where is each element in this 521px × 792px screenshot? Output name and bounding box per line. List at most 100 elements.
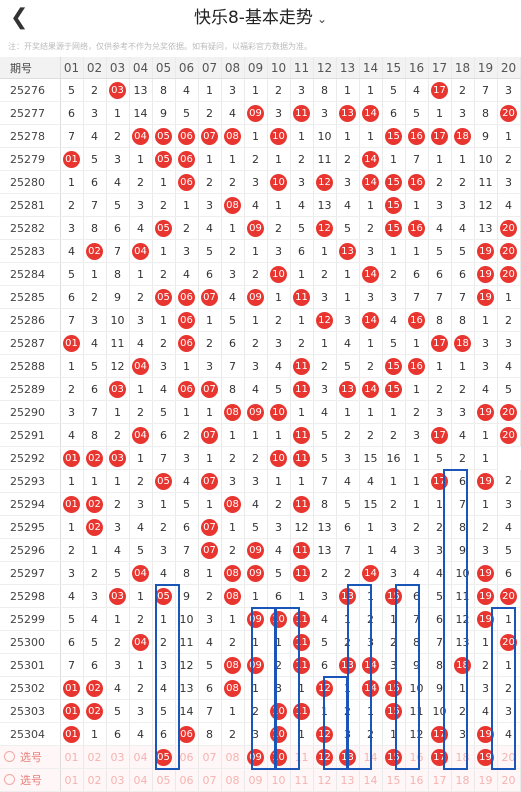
page-title[interactable]: 快乐8-基本走势 ⌄ <box>0 8 521 29</box>
selected-number-ball[interactable]: 10 <box>270 748 287 766</box>
issue-number: 25280 <box>0 170 61 194</box>
selected-number-ball[interactable]: 19 <box>477 748 494 766</box>
trend-cell: 2 <box>336 147 360 171</box>
selected-number-ball[interactable]: 12 <box>316 748 333 766</box>
select-number-15[interactable]: 15 <box>382 768 406 792</box>
drawn-number-ball: 11 <box>293 104 310 122</box>
trend-cell: 6 <box>428 262 452 286</box>
select-number-01[interactable]: 01 <box>60 745 84 769</box>
select-number-07[interactable]: 07 <box>198 745 222 769</box>
table-row: 25301 7 6 3 1 3 12 5 08 09 2 11 6 13 14 3 9 8 18 2 1 <box>0 653 521 677</box>
trend-cell: 2 <box>221 538 245 562</box>
select-number-04[interactable]: 04 <box>129 768 153 792</box>
select-number-07[interactable]: 07 <box>198 768 222 792</box>
select-row-label[interactable]: 选号 <box>0 768 61 792</box>
trend-cell: 3 <box>336 308 360 332</box>
select-number-13[interactable]: 13 <box>336 745 360 769</box>
trend-cell: 5 <box>313 630 337 654</box>
select-number-14[interactable]: 14 <box>359 768 383 792</box>
select-number-16[interactable]: 16 <box>405 745 429 769</box>
trend-cell: 3 <box>267 101 291 125</box>
select-number-06[interactable]: 06 <box>175 768 199 792</box>
select-number-18[interactable]: 18 <box>451 768 475 792</box>
selected-number-ball[interactable]: 13 <box>339 748 356 766</box>
trend-cell: 4 <box>83 331 107 355</box>
select-number-06[interactable]: 06 <box>175 745 199 769</box>
trend-cell: 1 <box>267 423 291 447</box>
trend-cell: 2 <box>106 630 130 654</box>
trend-cell: 1 <box>474 630 498 654</box>
select-number-14[interactable]: 14 <box>359 745 383 769</box>
select-number-03[interactable]: 03 <box>106 768 130 792</box>
selected-number-ball[interactable]: 05 <box>155 748 172 766</box>
trend-cell: 1 <box>290 469 314 493</box>
select-number-08[interactable]: 08 <box>221 768 245 792</box>
trend-cell: 1 <box>382 607 406 631</box>
radio-circle-icon[interactable] <box>4 751 15 762</box>
select-number-05[interactable]: 05 <box>152 745 176 769</box>
trend-cell: 1 <box>244 78 268 102</box>
trend-cell: 11 <box>290 446 314 470</box>
trend-cell: 1 <box>359 584 383 608</box>
select-number-02[interactable]: 02 <box>83 745 107 769</box>
trend-cell: 1 <box>336 400 360 424</box>
trend-cell: 06 <box>175 331 199 355</box>
select-number-08[interactable]: 08 <box>221 745 245 769</box>
trend-cell: 4 <box>336 193 360 217</box>
select-number-01[interactable]: 01 <box>60 768 84 792</box>
trend-cell: 10 <box>267 400 291 424</box>
select-number-18[interactable]: 18 <box>451 745 475 769</box>
trend-cell: 8 <box>428 308 452 332</box>
trend-cell: 2 <box>359 722 383 746</box>
select-number-17[interactable]: 17 <box>428 768 452 792</box>
trend-cell: 3 <box>336 170 360 194</box>
select-number-17[interactable]: 17 <box>428 745 452 769</box>
trend-cell: 5 <box>83 630 107 654</box>
column-header-08: 08 <box>221 57 245 79</box>
select-number-13[interactable]: 13 <box>336 768 360 792</box>
drawn-number-ball: 09 <box>247 104 264 122</box>
drawn-number-ball: 20 <box>500 265 517 283</box>
selected-number-ball[interactable]: 17 <box>431 748 448 766</box>
table-row: 25288 1 5 12 04 3 1 3 7 3 4 11 2 5 2 15 16 1 1 3 4 <box>0 354 521 378</box>
selected-number-ball[interactable]: 09 <box>247 748 264 766</box>
select-number-16[interactable]: 16 <box>405 768 429 792</box>
select-number-12[interactable]: 12 <box>313 745 337 769</box>
trend-cell: 4 <box>106 538 130 562</box>
selected-number-ball[interactable]: 15 <box>385 748 402 766</box>
trend-cell: 7 <box>83 193 107 217</box>
trend-cell: 1 <box>244 239 268 263</box>
trend-cell: 1 <box>313 331 337 355</box>
trend-cell: 4 <box>405 561 429 585</box>
issue-number: 25299 <box>0 607 61 631</box>
select-number-11[interactable]: 11 <box>290 768 314 792</box>
select-number-12[interactable]: 12 <box>313 768 337 792</box>
trend-cell: 10 <box>267 607 291 631</box>
trend-cell: 10 <box>405 676 429 700</box>
radio-circle-icon[interactable] <box>4 774 15 785</box>
trend-cell: 2 <box>129 170 153 194</box>
select-number-20[interactable]: 20 <box>497 768 521 792</box>
select-number-05[interactable]: 05 <box>152 768 176 792</box>
select-number-19[interactable]: 19 <box>474 745 498 769</box>
drawn-number-ball: 08 <box>224 196 241 214</box>
select-row-label[interactable]: 选号 <box>0 745 61 769</box>
trend-cell: 10 <box>106 308 130 332</box>
trend-cell: 19 <box>474 607 498 631</box>
select-number-04[interactable]: 04 <box>129 745 153 769</box>
back-chevron-left-icon[interactable]: ❮ <box>10 5 29 30</box>
select-number-10[interactable]: 10 <box>267 745 291 769</box>
select-number-10[interactable]: 10 <box>267 768 291 792</box>
select-number-20[interactable]: 20 <box>497 745 521 769</box>
trend-cell: 6 <box>382 101 406 125</box>
select-number-19[interactable]: 19 <box>474 768 498 792</box>
select-number-09[interactable]: 09 <box>244 768 268 792</box>
select-number-03[interactable]: 03 <box>106 745 130 769</box>
select-number-15[interactable]: 15 <box>382 745 406 769</box>
select-number-09[interactable]: 09 <box>244 745 268 769</box>
trend-cell: 12 <box>175 653 199 677</box>
trend-cell: 3 <box>313 584 337 608</box>
table-row: 25277 6 3 1 14 9 5 2 4 09 3 11 3 13 14 6 5 1 3 8 20 <box>0 101 521 125</box>
select-number-11[interactable]: 11 <box>290 745 314 769</box>
select-number-02[interactable]: 02 <box>83 768 107 792</box>
